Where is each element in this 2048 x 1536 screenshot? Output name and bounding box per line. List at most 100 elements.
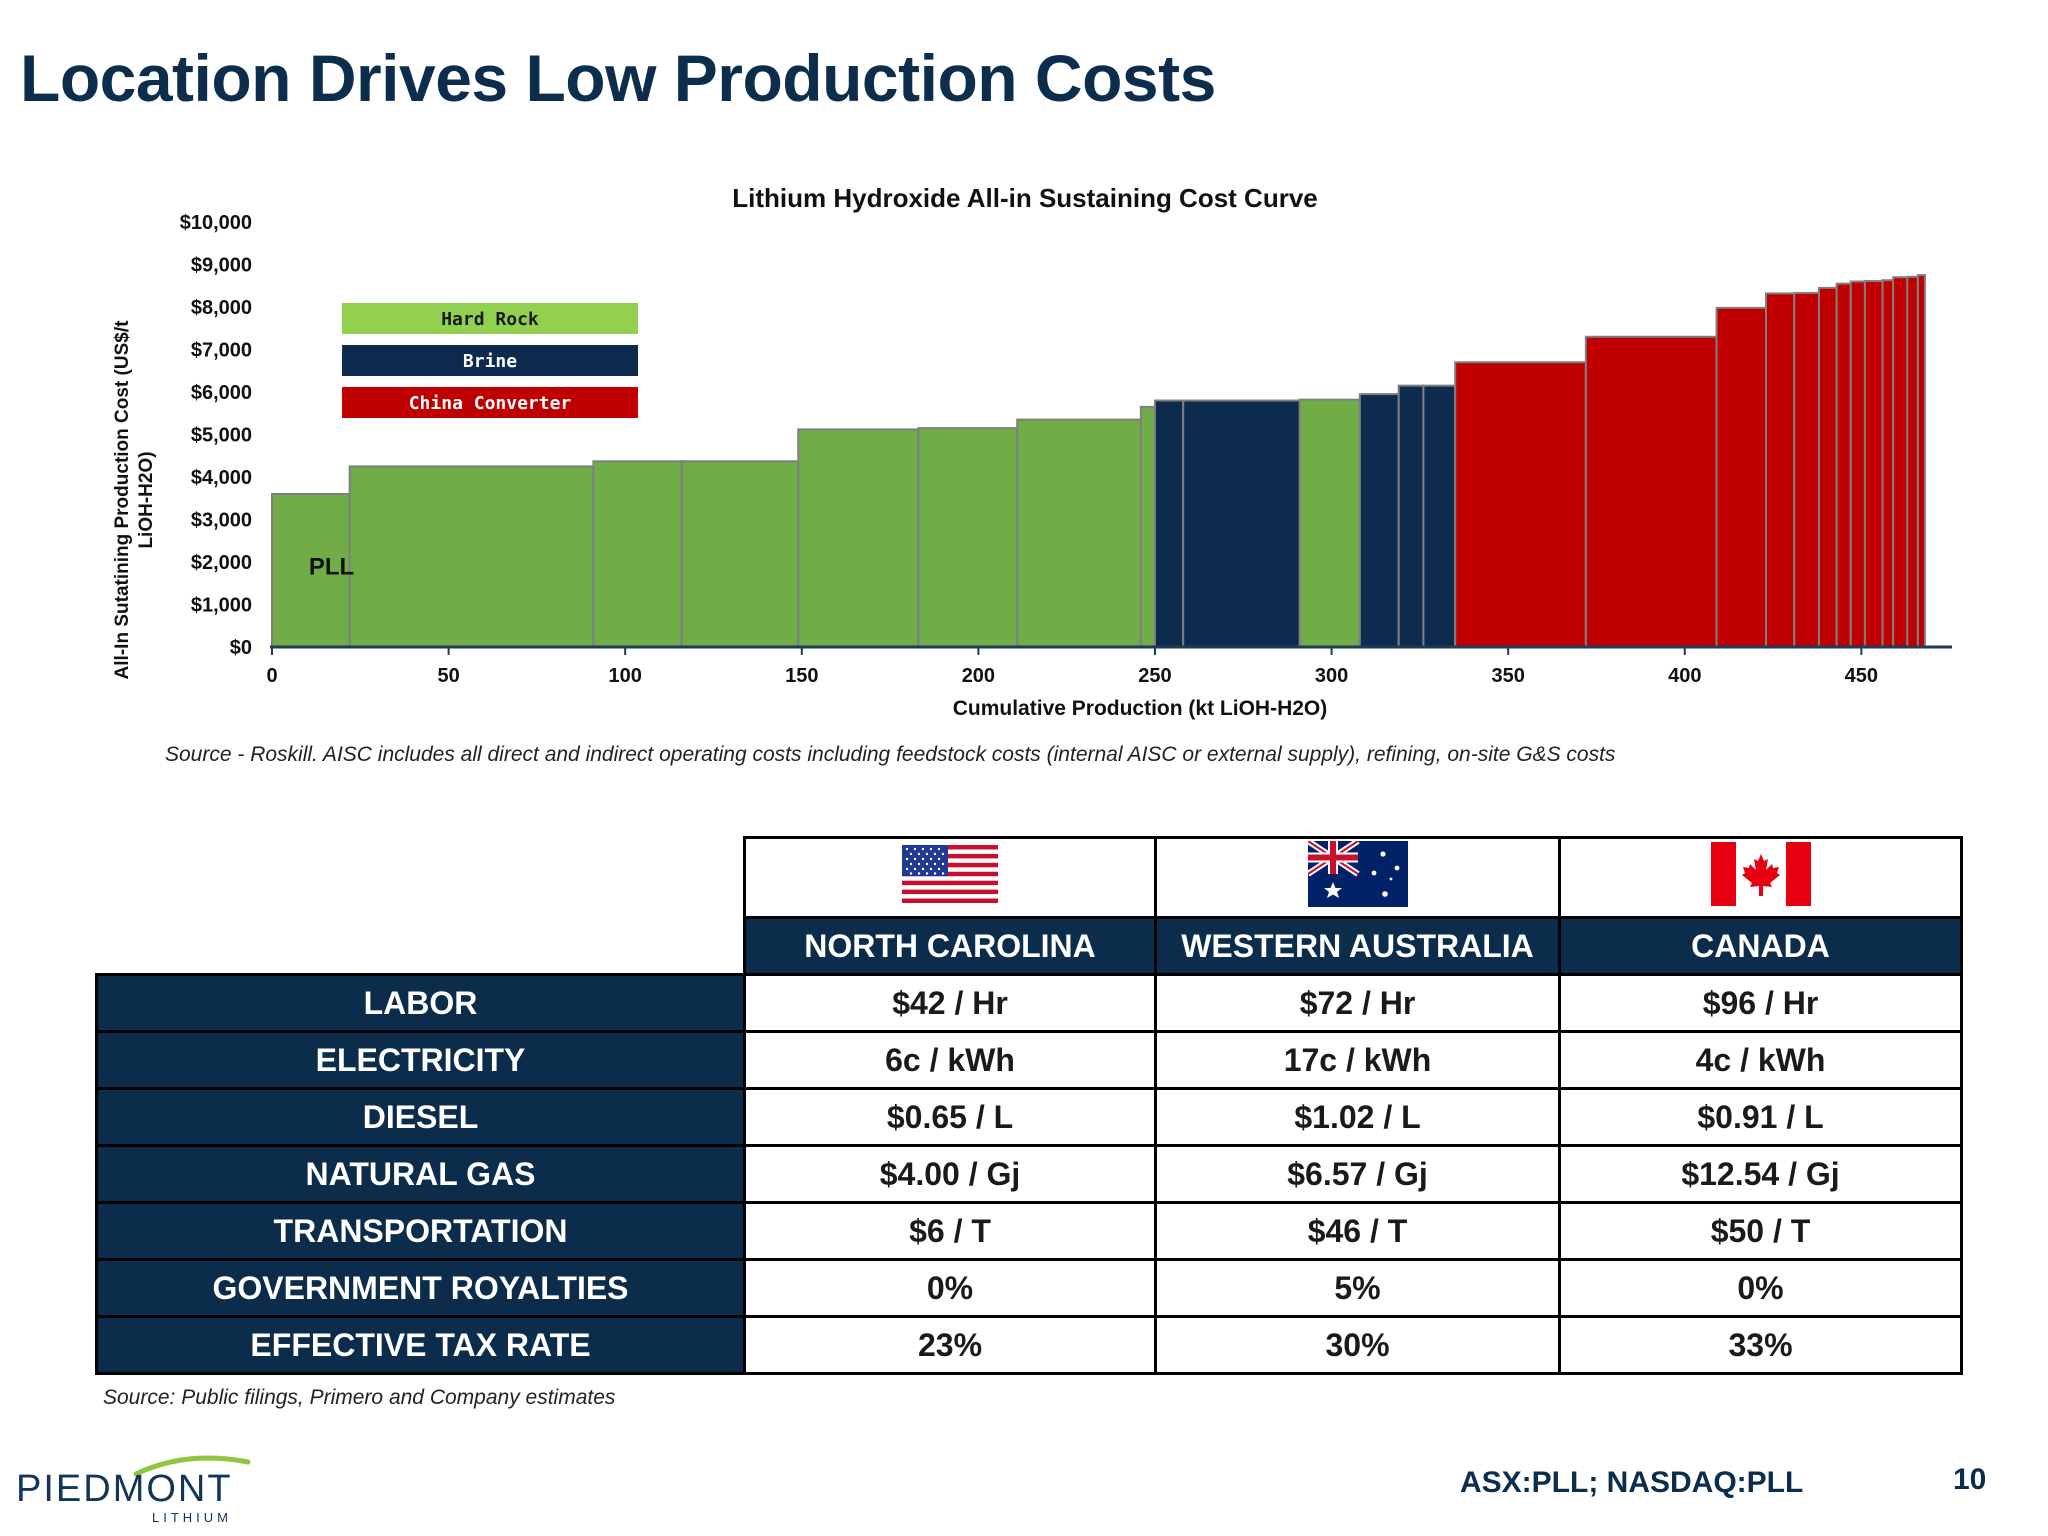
cost-bar xyxy=(1817,286,1838,648)
y-tick-label: $2,000 xyxy=(191,552,252,574)
table-row: DIESEL $0.65 / L $1.02 / L $0.91 / L xyxy=(95,1087,1963,1147)
y-tick-label: $0 xyxy=(230,637,252,659)
y-tick-label: $6,000 xyxy=(191,382,252,404)
us-flag-icon xyxy=(902,844,998,903)
header-row: NORTH CAROLINA WESTERN AUSTRALIA CANADA xyxy=(97,916,1963,976)
blank-corner-2 xyxy=(97,918,745,975)
table-cell: 33% xyxy=(1558,1315,1963,1375)
cost-bar xyxy=(797,428,920,648)
y-tick-label: $5,000 xyxy=(191,425,252,447)
row-label: EFFECTIVE TAX RATE xyxy=(95,1315,746,1375)
blank-corner xyxy=(97,838,745,918)
cost-bar xyxy=(1298,398,1361,648)
y-tick-label: $4,000 xyxy=(191,467,252,489)
chart-source-note: Source - Roskill. AISC includes all dire… xyxy=(165,743,1616,766)
cost-bar xyxy=(1881,279,1895,648)
table-cell: 0% xyxy=(1558,1258,1963,1318)
table-cell: $1.02 / L xyxy=(1154,1087,1561,1147)
cost-bar xyxy=(1916,274,1926,648)
flag-cell-australia xyxy=(1154,836,1561,919)
row-label: GOVERNMENT ROYALTIES xyxy=(95,1258,746,1318)
cost-bar xyxy=(1016,418,1142,648)
x-tick-label: 150 xyxy=(785,665,818,687)
cost-bar xyxy=(1793,291,1820,648)
slide-title: Location Drives Low Production Costs xyxy=(20,41,1216,115)
table-cell: 6c / kWh xyxy=(743,1030,1157,1090)
chart-legend: Hard Rock Brine China Converter xyxy=(342,303,638,418)
cost-bar xyxy=(271,493,351,648)
table-cell: $0.91 / L xyxy=(1558,1087,1963,1147)
flag-cell-us xyxy=(743,836,1157,919)
y-axis-label-line-1: All-In Sutatining Production Cost (US$/t xyxy=(112,320,133,680)
y-tick-label: $10,000 xyxy=(180,212,252,234)
table-cell: 5% xyxy=(1154,1258,1561,1318)
table-row: ELECTRICITY 6c / kWh 17c / kWh 4c / kWh xyxy=(95,1030,1963,1090)
row-label: LABOR xyxy=(95,973,746,1033)
table-cell: $12.54 / Gj xyxy=(1558,1144,1963,1204)
legend-swatch xyxy=(342,387,638,418)
table-cell: $46 / T xyxy=(1154,1201,1561,1261)
pll-annotation: PLL xyxy=(309,553,354,580)
x-tick-label: 300 xyxy=(1315,665,1348,687)
cost-bar xyxy=(1715,306,1768,648)
table-cell: 23% xyxy=(743,1315,1157,1375)
y-tick-label: $9,000 xyxy=(191,255,252,277)
cost-bar xyxy=(1182,399,1301,648)
cost-comparison-table: NORTH CAROLINA WESTERN AUSTRALIA CANADA … xyxy=(95,836,1963,1375)
cost-bar xyxy=(1139,405,1156,648)
row-label: DIESEL xyxy=(95,1087,746,1147)
table-row: NATURAL GAS $4.00 / Gj $6.57 / Gj $12.54… xyxy=(95,1144,1963,1204)
cost-bar xyxy=(1454,361,1587,648)
column-header: CANADA xyxy=(1558,916,1963,976)
y-axis-label-line-2: LiOH-H2O) xyxy=(136,451,157,548)
y-axis-label: All-In Sutatining Production Cost (US$/t… xyxy=(112,320,157,680)
legend-label: China Converter xyxy=(409,393,572,414)
x-tick-label: 250 xyxy=(1138,665,1171,687)
legend-swatch xyxy=(342,303,638,334)
logo-swoosh-icon xyxy=(133,1455,251,1477)
canada-flag-icon xyxy=(1710,841,1811,906)
cost-curve-chart: Lithium Hydroxide All-in Sustaining Cost… xyxy=(112,183,1952,720)
table-row: EFFECTIVE TAX RATE 23% 30% 33% xyxy=(95,1315,1963,1375)
cost-bar xyxy=(1849,280,1866,648)
cost-bar xyxy=(348,465,595,648)
table-cell: $42 / Hr xyxy=(743,973,1157,1033)
table-cell: 0% xyxy=(743,1258,1157,1318)
legend-label: Brine xyxy=(463,351,517,372)
y-tick-label: $8,000 xyxy=(191,297,252,319)
column-header: WESTERN AUSTRALIA xyxy=(1154,916,1561,976)
y-tick-label: $1,000 xyxy=(191,595,252,617)
table-row: LABOR $42 / Hr $72 / Hr $96 / Hr xyxy=(95,973,1963,1033)
cost-bar xyxy=(917,427,1019,648)
row-label: NATURAL GAS xyxy=(95,1144,746,1204)
x-tick-label: 450 xyxy=(1845,665,1878,687)
table-cell: $6.57 / Gj xyxy=(1154,1144,1561,1204)
australia-flag-icon xyxy=(1305,837,1408,907)
logo-subtext: LITHIUM xyxy=(152,1510,232,1525)
flag-row xyxy=(97,836,1963,919)
x-tick-label: 50 xyxy=(437,665,459,687)
row-label: ELECTRICITY xyxy=(95,1030,746,1090)
cost-bar xyxy=(1835,282,1852,648)
table-cell: $4.00 / Gj xyxy=(743,1144,1157,1204)
table-cell: $6 / T xyxy=(743,1201,1157,1261)
table-row: TRANSPORTATION $6 / T $46 / T $50 / T xyxy=(95,1201,1963,1261)
table-cell: 17c / kWh xyxy=(1154,1030,1561,1090)
table-cell: $72 / Hr xyxy=(1154,973,1561,1033)
y-ticks: $0 $1,000 $2,000 $3,000 $4,000 $5,000 $6,000 $7… xyxy=(180,212,252,659)
y-tick-label: $3,000 xyxy=(191,510,252,532)
cost-bar xyxy=(680,460,800,648)
cost-bar xyxy=(1422,384,1457,648)
chart-title: Lithium Hydroxide All-in Sustaining Cost… xyxy=(732,183,1318,213)
cost-bar xyxy=(1397,384,1425,648)
table-cell: 30% xyxy=(1154,1315,1561,1375)
x-tick-label: 200 xyxy=(962,665,995,687)
table-cell: $0.65 / L xyxy=(743,1087,1157,1147)
cost-bar xyxy=(1153,399,1185,648)
table-cell: $96 / Hr xyxy=(1558,973,1963,1033)
cost-bar xyxy=(592,460,683,648)
cost-bar xyxy=(1765,292,1796,648)
table-cell: $50 / T xyxy=(1558,1201,1963,1261)
column-header: NORTH CAROLINA xyxy=(743,916,1157,976)
cost-bar xyxy=(1892,276,1909,648)
